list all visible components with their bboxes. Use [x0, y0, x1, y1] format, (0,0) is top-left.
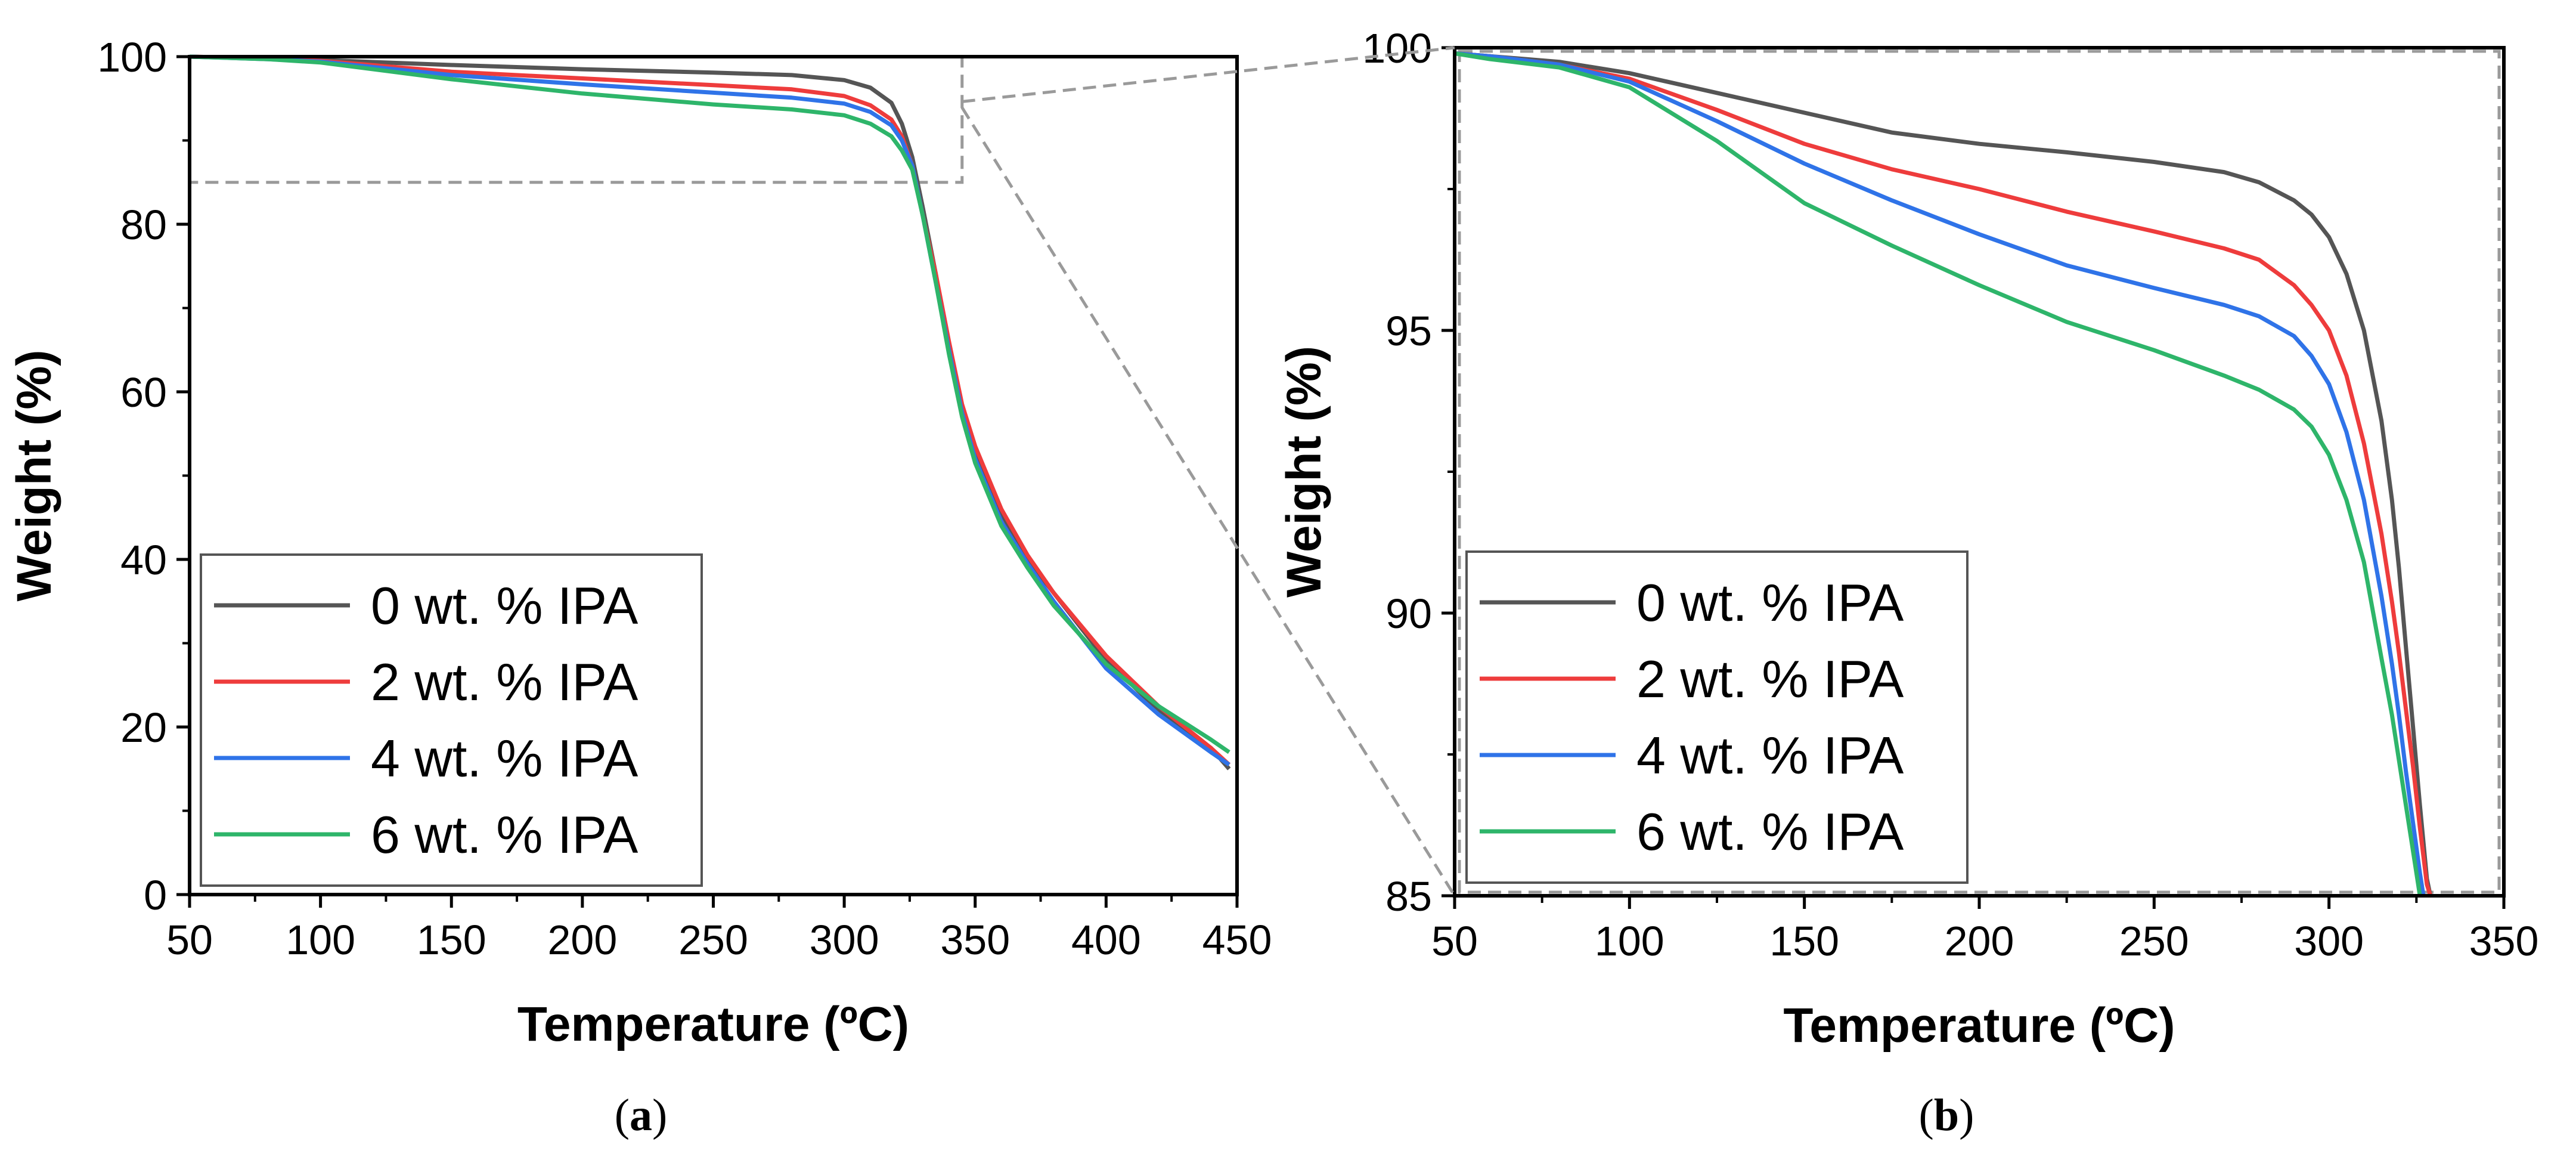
y-axis-title: Weight (%) — [7, 349, 61, 601]
y-tick-label: 100 — [1362, 25, 1432, 72]
legend: 0 wt. % IPA 2 wt. % IPA 4 wt. % IPA 6 wt. %… — [200, 553, 703, 887]
panel-caption-a: (a) — [615, 1090, 668, 1140]
y-tick-label: 60 — [120, 369, 167, 416]
x-tick-label: 150 — [417, 917, 486, 963]
x-tick-label: 150 — [1769, 918, 1839, 964]
series-line-2 — [1454, 51, 2426, 896]
legend-label: 2 wt. % IPA — [1636, 649, 1904, 709]
legend-label: 6 wt. % IPA — [1636, 802, 1904, 861]
series-line-3 — [1454, 51, 2422, 896]
x-tick-label: 400 — [1071, 917, 1141, 963]
x-tick-label: 350 — [940, 917, 1010, 963]
x-tick-label: 250 — [2119, 918, 2189, 964]
y-tick-label: 0 — [144, 872, 167, 918]
x-tick-label: 200 — [1945, 918, 2014, 964]
panel-b: 50 100 150 200 250 300 350 85 90 95 100 Temperature… — [1277, 25, 2538, 1053]
zoom-frame — [1458, 49, 2501, 894]
zoom-box — [188, 55, 964, 184]
zoom-connectors — [960, 46, 1456, 897]
x-tick-label: 50 — [1431, 918, 1478, 964]
legend-label: 6 wt. % IPA — [371, 805, 638, 864]
y-tick-label: 85 — [1385, 873, 1432, 920]
legend-label: 2 wt. % IPA — [371, 652, 638, 711]
series-line-1 — [1454, 51, 2433, 897]
x-tick-label: 300 — [2294, 918, 2364, 964]
zoom-connector-bottom — [960, 107, 1456, 897]
x-tick-label: 300 — [810, 917, 879, 963]
x-axis-title: Temperature (ºC) — [517, 997, 909, 1051]
y-tick-label: 100 — [97, 34, 167, 81]
y-axis-title: Weight (%) — [1277, 346, 1331, 598]
y-tick-label: 40 — [120, 537, 167, 583]
x-tick-label: 450 — [1202, 917, 1272, 963]
legend-box — [200, 553, 703, 887]
legend-box — [1465, 550, 1969, 884]
panel-a: 50 100 150 200 250 300 350 400 450 0 20 40 60 80 100 Te… — [7, 34, 1272, 1051]
series-line-0 — [1454, 51, 2433, 896]
x-tick-label: 50 — [166, 917, 213, 963]
y-tick-label: 95 — [1385, 308, 1432, 354]
y-tick-label: 20 — [120, 704, 167, 751]
x-tick-label: 100 — [286, 917, 355, 963]
y-tick-label: 90 — [1385, 590, 1432, 637]
legend-label: 4 wt. % IPA — [371, 729, 638, 788]
zoom-connector-top — [962, 46, 1455, 103]
x-axis-title: Temperature (ºC) — [1783, 998, 2175, 1053]
legend-label: 0 wt. % IPA — [1636, 573, 1904, 632]
series-line-3 — [189, 54, 1230, 754]
x-tick-label: 350 — [2469, 918, 2539, 964]
y-tick-label: 80 — [120, 202, 167, 248]
panel-caption-b: (b) — [1919, 1090, 1974, 1140]
legend: 0 wt. % IPA 2 wt. % IPA 4 wt. % IPA 6 wt. %… — [1465, 550, 1969, 884]
x-tick-label: 250 — [678, 917, 748, 963]
legend-label: 0 wt. % IPA — [371, 576, 638, 635]
x-tick-label: 200 — [547, 917, 617, 963]
legend-label: 4 wt. % IPA — [1636, 726, 1904, 785]
x-tick-label: 100 — [1595, 918, 1664, 964]
